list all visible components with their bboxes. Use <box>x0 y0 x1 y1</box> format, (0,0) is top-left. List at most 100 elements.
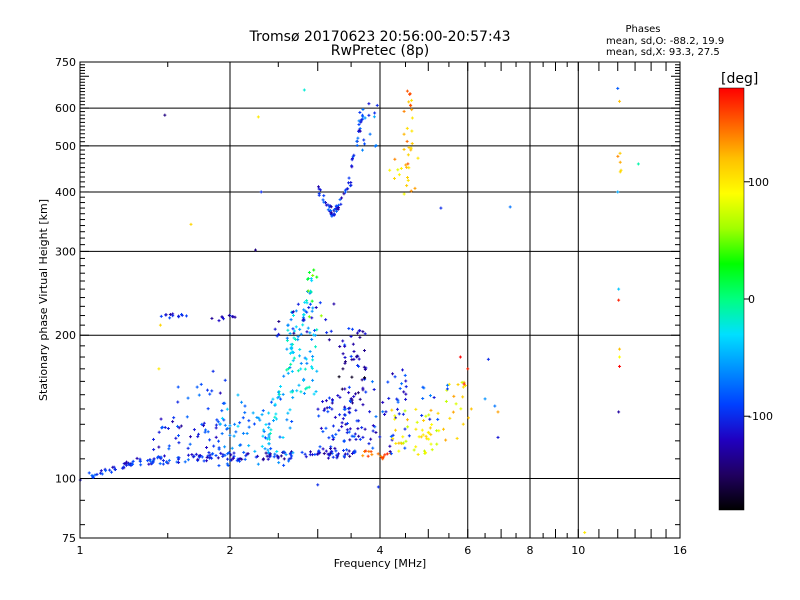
data-point <box>424 414 428 418</box>
data-point <box>238 421 242 425</box>
data-point <box>618 99 622 103</box>
data-point <box>395 397 399 401</box>
data-point <box>348 427 352 431</box>
data-point <box>336 394 340 398</box>
data-point <box>281 392 285 396</box>
data-point <box>406 178 410 182</box>
data-point <box>251 411 255 415</box>
data-point <box>302 318 306 322</box>
data-point <box>234 430 238 434</box>
data-point <box>371 446 375 450</box>
data-point <box>312 392 316 396</box>
data-point <box>358 110 362 114</box>
data-point <box>362 365 366 369</box>
data-point <box>226 463 230 467</box>
data-point <box>402 192 406 196</box>
data-point <box>148 458 152 462</box>
data-point <box>335 456 339 460</box>
data-point <box>299 367 303 371</box>
data-point <box>326 410 330 414</box>
data-point <box>218 391 222 395</box>
data-point <box>361 435 365 439</box>
data-point <box>296 335 300 339</box>
data-point <box>414 407 418 411</box>
data-point <box>308 302 312 306</box>
data-point <box>361 454 365 458</box>
data-point <box>242 450 246 454</box>
data-point <box>324 449 328 453</box>
data-point <box>321 400 325 404</box>
data-point <box>330 449 334 453</box>
colorbar-tick-label: 0 <box>748 293 755 306</box>
data-point <box>408 92 412 96</box>
data-point <box>226 426 230 430</box>
data-point <box>325 331 329 335</box>
x-tick-label: 6 <box>464 544 471 557</box>
data-point <box>277 332 281 336</box>
data-point <box>345 448 349 452</box>
data-point <box>217 446 221 450</box>
data-point <box>618 151 622 155</box>
data-point <box>316 483 320 487</box>
data-point <box>444 399 448 403</box>
data-point <box>313 328 317 332</box>
data-point <box>184 314 188 318</box>
data-point <box>302 378 306 382</box>
data-point <box>243 411 247 415</box>
data-point <box>206 454 210 458</box>
data-point <box>171 420 175 424</box>
data-point <box>360 113 364 117</box>
data-point <box>429 433 433 437</box>
data-point <box>268 453 272 457</box>
data-point <box>267 426 271 430</box>
data-point <box>326 452 330 456</box>
data-point <box>424 434 428 438</box>
data-point <box>195 385 199 389</box>
data-point <box>358 127 362 131</box>
data-point <box>351 342 355 346</box>
data-point <box>360 426 364 430</box>
data-point <box>410 98 414 102</box>
data-point <box>292 356 296 360</box>
y-tick-label: 300 <box>55 245 76 258</box>
data-point <box>287 367 291 371</box>
data-point <box>338 345 342 349</box>
data-point <box>319 426 323 430</box>
data-point <box>350 327 354 331</box>
data-point <box>352 153 356 157</box>
data-point <box>188 435 192 439</box>
data-point <box>403 373 407 377</box>
data-point <box>286 411 290 415</box>
data-point <box>360 378 364 382</box>
data-point <box>266 448 270 452</box>
data-point <box>367 102 371 106</box>
grid-lines <box>80 62 680 538</box>
data-point <box>282 450 286 454</box>
data-point <box>227 451 231 455</box>
data-point <box>353 432 357 436</box>
data-point <box>202 421 206 425</box>
data-point <box>330 407 334 411</box>
data-point <box>420 428 424 432</box>
data-point <box>341 367 345 371</box>
data-point <box>298 327 302 331</box>
data-point <box>236 424 240 428</box>
data-point <box>275 417 279 421</box>
data-point <box>357 357 361 361</box>
data-point <box>410 142 414 146</box>
data-point <box>350 165 354 169</box>
axis-ticks: 75 100 200 300 400 500 600 750 1 2 4 6 8 10 16 <box>55 56 687 557</box>
data-point <box>297 383 301 387</box>
data-point <box>389 434 393 438</box>
data-point <box>304 455 308 459</box>
data-point <box>296 302 300 306</box>
y-tick-label: 200 <box>55 329 76 342</box>
data-point <box>316 452 320 456</box>
data-point <box>350 158 354 162</box>
data-point <box>342 454 346 458</box>
data-point <box>351 401 355 405</box>
data-point <box>374 415 378 419</box>
data-point <box>269 447 273 451</box>
data-point <box>321 447 325 451</box>
data-point <box>310 316 314 320</box>
